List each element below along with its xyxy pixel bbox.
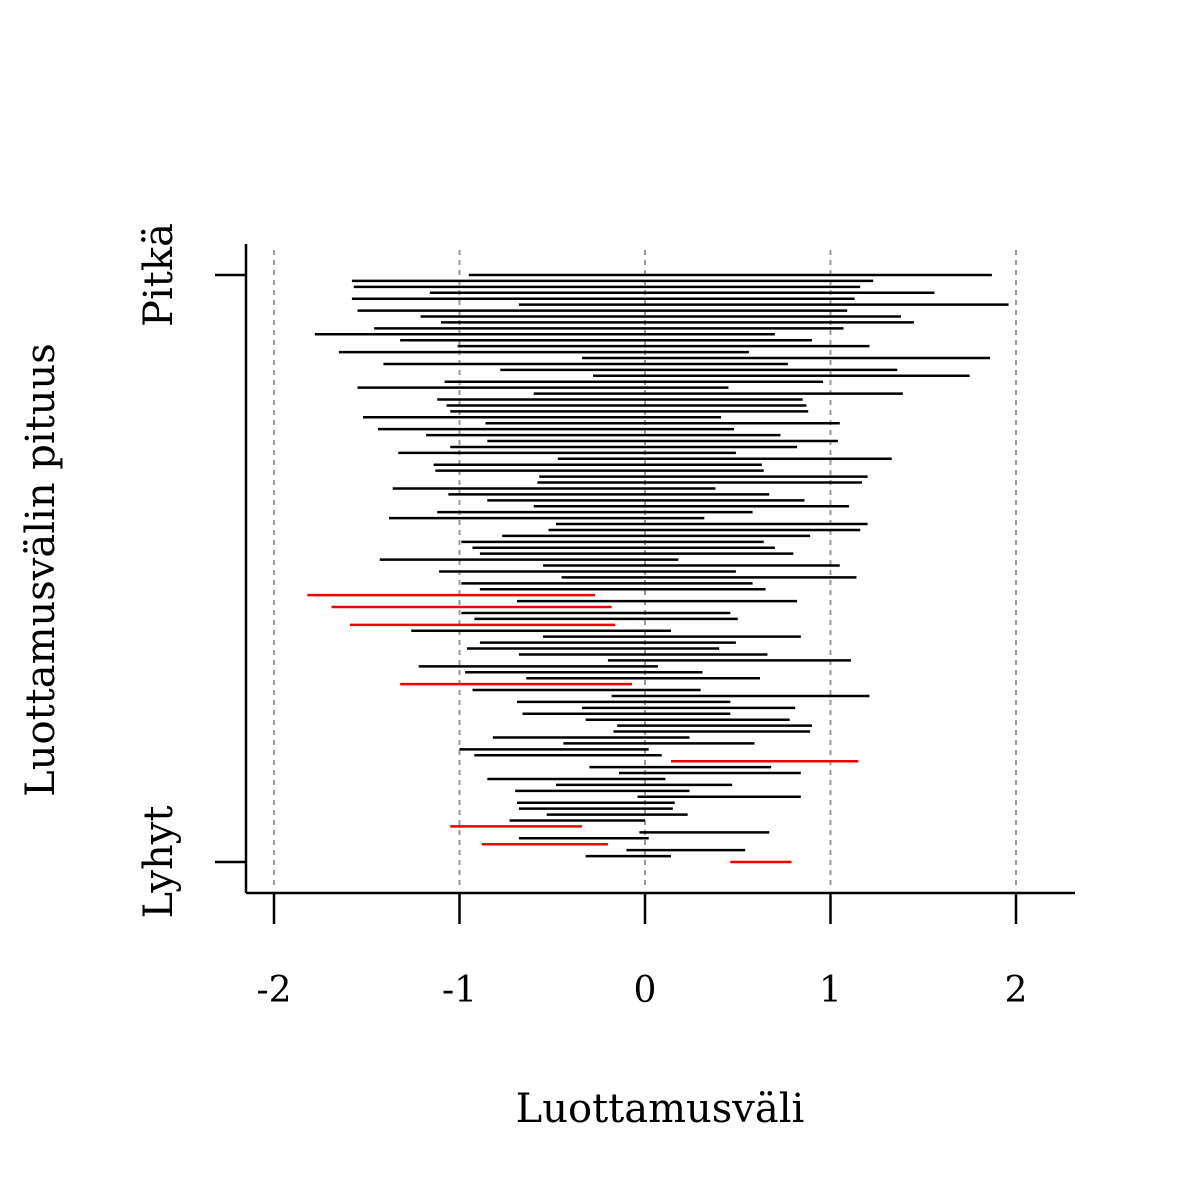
- y-end-label-short: Lyhyt: [136, 806, 182, 919]
- y-axis-title: Luottamusvälin pituus: [18, 343, 64, 797]
- x-tick-label: -1: [442, 970, 477, 1011]
- interval-lines: [307, 273, 1009, 864]
- x-tick-label: 1: [819, 970, 842, 1011]
- y-end-label-long: Pitkä: [136, 223, 182, 327]
- x-ticks: -2 -1 0 1 2: [256, 893, 1027, 1011]
- x-tick-label: -2: [256, 970, 291, 1011]
- x-tick-label: 0: [634, 970, 657, 1011]
- x-tick-label: 2: [1005, 970, 1028, 1011]
- grid-lines: [273, 250, 1017, 890]
- axes: [215, 244, 1075, 895]
- x-axis-title: Luottamusväli: [516, 1086, 805, 1132]
